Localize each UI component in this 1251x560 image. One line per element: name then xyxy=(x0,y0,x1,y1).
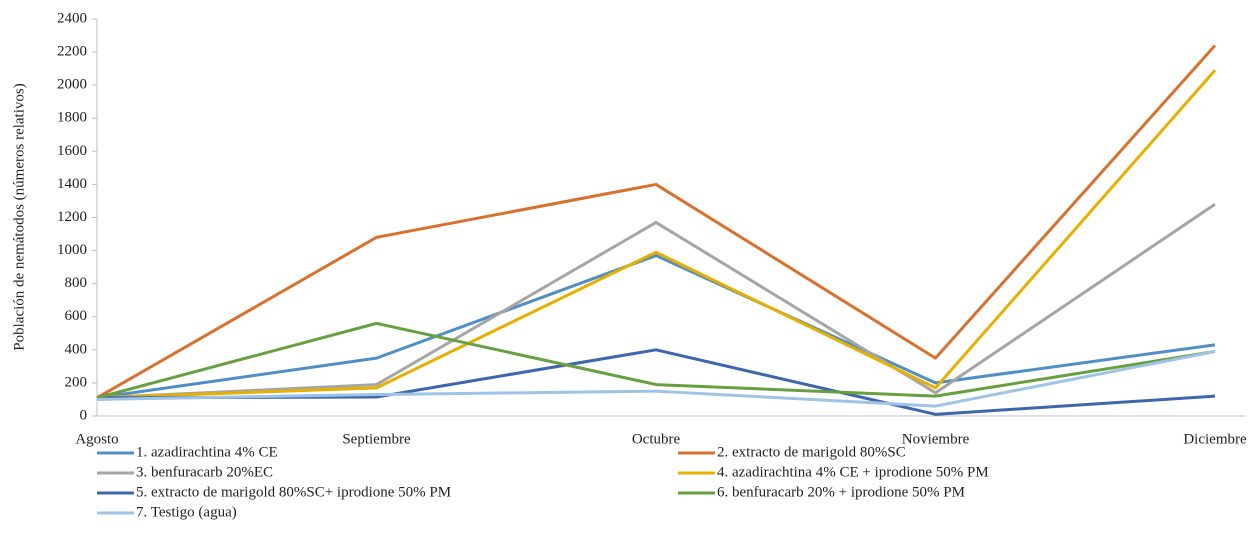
legend-label: 5. extracto de marigold 80%SC+ iprodione… xyxy=(136,484,451,500)
x-tick-label: Octubre xyxy=(632,431,681,447)
y-axis-title: Población de nemátodos (números relativo… xyxy=(11,83,27,350)
x-tick-label: Noviembre xyxy=(902,431,970,447)
series-line xyxy=(96,203,1216,400)
series-line xyxy=(96,69,1217,400)
x-tick-label: Diciembre xyxy=(1183,431,1247,447)
legend-label: 7. Testigo (agua) xyxy=(136,504,237,520)
legend-label: 3. benfuracarb 20%EC xyxy=(136,464,273,480)
legend-label: 4. azadirachtina 4% CE + iprodione 50% P… xyxy=(717,464,989,480)
x-tick-label: Septiembre xyxy=(342,431,411,447)
series-line xyxy=(96,44,1217,400)
x-tick-label: Agosto xyxy=(75,431,118,447)
legend-label: 1. azadirachtina 4% CE xyxy=(136,444,278,460)
y-tick-label: 600 xyxy=(65,308,88,324)
y-tick-label: 2400 xyxy=(57,10,87,26)
legend-label: 2. extracto de marigold 80%SC xyxy=(717,444,906,460)
y-tick-label: 1600 xyxy=(57,143,87,159)
y-tick-label: 0 xyxy=(80,407,88,423)
series-line xyxy=(96,348,1216,416)
y-tick-label: 1800 xyxy=(57,110,87,126)
series-line xyxy=(96,254,1216,400)
y-tick-label: 400 xyxy=(65,341,88,357)
y-tick-label: 2200 xyxy=(57,44,87,60)
y-tick-label: 1400 xyxy=(57,176,87,192)
y-tick-label: 1200 xyxy=(57,209,87,225)
y-tick-label: 800 xyxy=(65,275,88,291)
y-tick-label: 2000 xyxy=(57,77,87,93)
series-line xyxy=(96,350,1216,408)
y-tick-label: 200 xyxy=(65,374,88,390)
y-tick-label: 1000 xyxy=(57,242,87,258)
legend-label: 6. benfuracarb 20% + iprodione 50% PM xyxy=(717,484,965,500)
series-line xyxy=(96,321,1216,400)
